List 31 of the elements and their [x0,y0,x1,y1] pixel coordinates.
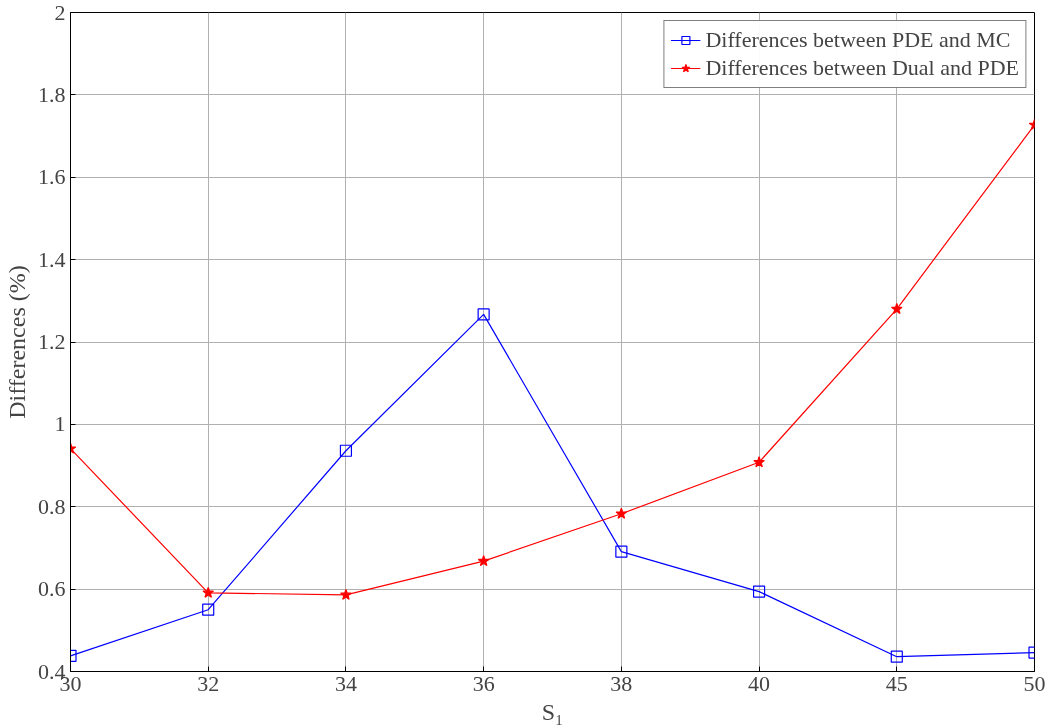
x-tick-label: 34 [334,670,357,696]
x-axis-title: S₁ [541,698,564,725]
legend-label: Differences between Dual and PDE [705,55,1019,81]
x-tick-label: 45 [885,670,908,696]
point [615,545,628,558]
point [752,585,766,598]
y-tick-label: 1.6 [38,164,66,190]
point [477,555,490,567]
legend-label: Differences between PDE and MC [705,27,1011,53]
point [890,302,903,315]
y-tick-label: 2 [54,0,66,25]
y-tick-label: 0.8 [38,493,66,519]
x-tick-label: 32 [197,670,220,696]
point [890,650,903,663]
y-axis-title: Differences (%) [4,265,30,419]
y-tick-label: 1.2 [38,329,66,354]
x-tick-label: 36 [472,670,495,696]
point [477,308,490,321]
point [202,603,215,616]
y-tick-label: 1 [54,411,66,437]
point [339,444,353,457]
x-tick-label: 38 [610,670,633,696]
x-tick-label: 40 [748,670,771,696]
x-tick-label: 50 [1023,670,1046,696]
point [753,456,765,468]
y-tick-label: 1.8 [38,81,66,107]
point [615,507,628,519]
point [202,586,215,598]
y-tick-label: 1.4 [38,246,66,272]
point [340,588,352,600]
y-tick-label: 0.6 [38,576,66,602]
